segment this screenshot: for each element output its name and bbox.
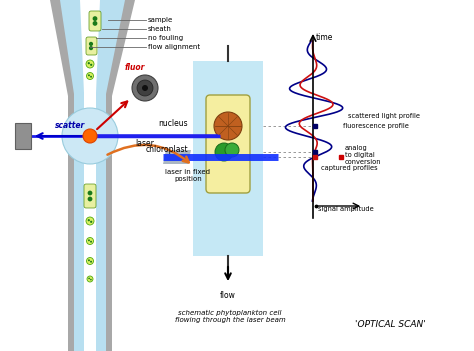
Circle shape	[88, 278, 90, 279]
Text: flow alignment: flow alignment	[148, 44, 200, 50]
FancyBboxPatch shape	[89, 11, 101, 31]
Circle shape	[214, 112, 242, 140]
Circle shape	[86, 258, 93, 265]
Circle shape	[89, 46, 93, 50]
FancyBboxPatch shape	[193, 61, 263, 256]
Circle shape	[83, 129, 97, 143]
Circle shape	[90, 261, 92, 263]
Circle shape	[90, 221, 92, 223]
FancyBboxPatch shape	[86, 37, 97, 55]
Circle shape	[215, 143, 233, 161]
Polygon shape	[50, 0, 135, 96]
Text: laser in fixed
position: laser in fixed position	[165, 169, 210, 182]
Text: analog
to digital
conversion: analog to digital conversion	[345, 145, 382, 165]
Circle shape	[90, 279, 92, 280]
Circle shape	[92, 21, 97, 26]
Circle shape	[88, 191, 92, 196]
Circle shape	[137, 80, 153, 96]
Bar	[74, 93, 106, 351]
Circle shape	[88, 62, 90, 64]
Circle shape	[88, 239, 90, 241]
Circle shape	[88, 259, 90, 261]
Text: sheath: sheath	[148, 26, 172, 32]
FancyBboxPatch shape	[84, 184, 96, 208]
Polygon shape	[60, 0, 125, 94]
Bar	[68, 93, 112, 351]
Text: fluorescence profile: fluorescence profile	[343, 123, 409, 129]
Circle shape	[87, 276, 93, 282]
Circle shape	[142, 85, 148, 91]
Circle shape	[90, 64, 92, 66]
Text: signal amplitude: signal amplitude	[318, 206, 374, 212]
FancyBboxPatch shape	[15, 123, 31, 149]
Bar	[84, 93, 96, 351]
Text: schematic phytoplankton cell
flowing through the laser beam: schematic phytoplankton cell flowing thr…	[174, 310, 285, 323]
Circle shape	[62, 108, 118, 164]
Circle shape	[225, 143, 239, 157]
Circle shape	[89, 42, 93, 46]
Polygon shape	[80, 0, 100, 93]
Text: laser: laser	[135, 139, 154, 148]
Circle shape	[86, 217, 94, 225]
Text: time: time	[316, 33, 333, 42]
Circle shape	[86, 60, 94, 68]
Circle shape	[88, 219, 90, 221]
Text: captured profiles: captured profiles	[321, 165, 378, 171]
Text: nucleus: nucleus	[158, 119, 188, 127]
Text: sample: sample	[148, 17, 173, 23]
Circle shape	[92, 16, 97, 21]
Text: 'OPTICAL SCAN': 'OPTICAL SCAN'	[355, 320, 425, 329]
Text: scatter: scatter	[55, 121, 85, 130]
Circle shape	[86, 73, 93, 79]
Circle shape	[88, 197, 92, 201]
Text: chloroplast: chloroplast	[146, 145, 188, 153]
Text: scattered light profile: scattered light profile	[348, 113, 420, 119]
Circle shape	[90, 76, 92, 78]
Polygon shape	[163, 150, 191, 164]
Circle shape	[88, 74, 90, 76]
FancyBboxPatch shape	[206, 95, 250, 193]
Text: fluor: fluor	[125, 63, 146, 72]
Text: no fouling: no fouling	[148, 35, 183, 41]
Circle shape	[132, 75, 158, 101]
Circle shape	[86, 238, 93, 245]
Text: flow: flow	[220, 291, 236, 300]
Circle shape	[90, 241, 92, 243]
